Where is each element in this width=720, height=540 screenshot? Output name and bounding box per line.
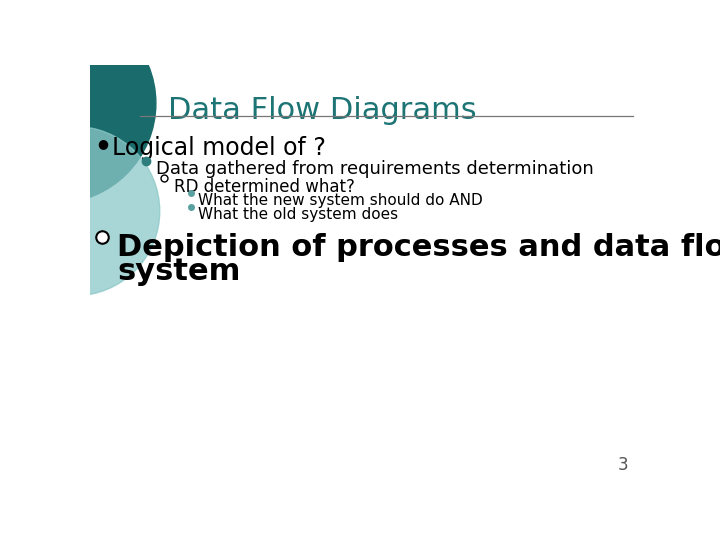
Circle shape xyxy=(0,126,160,296)
Text: What the new system should do AND: What the new system should do AND xyxy=(199,193,483,208)
Text: RD determined what?: RD determined what? xyxy=(174,178,354,196)
Text: 3: 3 xyxy=(618,456,629,475)
Text: What the old system does: What the old system does xyxy=(199,207,399,222)
Text: Data gathered from requirements determination: Data gathered from requirements determin… xyxy=(156,160,593,178)
Text: Data Flow Diagrams: Data Flow Diagrams xyxy=(168,96,476,125)
Text: ●: ● xyxy=(98,137,109,150)
Circle shape xyxy=(0,3,156,204)
Text: Logical model of ?: Logical model of ? xyxy=(112,137,325,160)
Text: system: system xyxy=(117,257,240,286)
Text: Depiction of processes and data flows of a: Depiction of processes and data flows of… xyxy=(117,233,720,262)
